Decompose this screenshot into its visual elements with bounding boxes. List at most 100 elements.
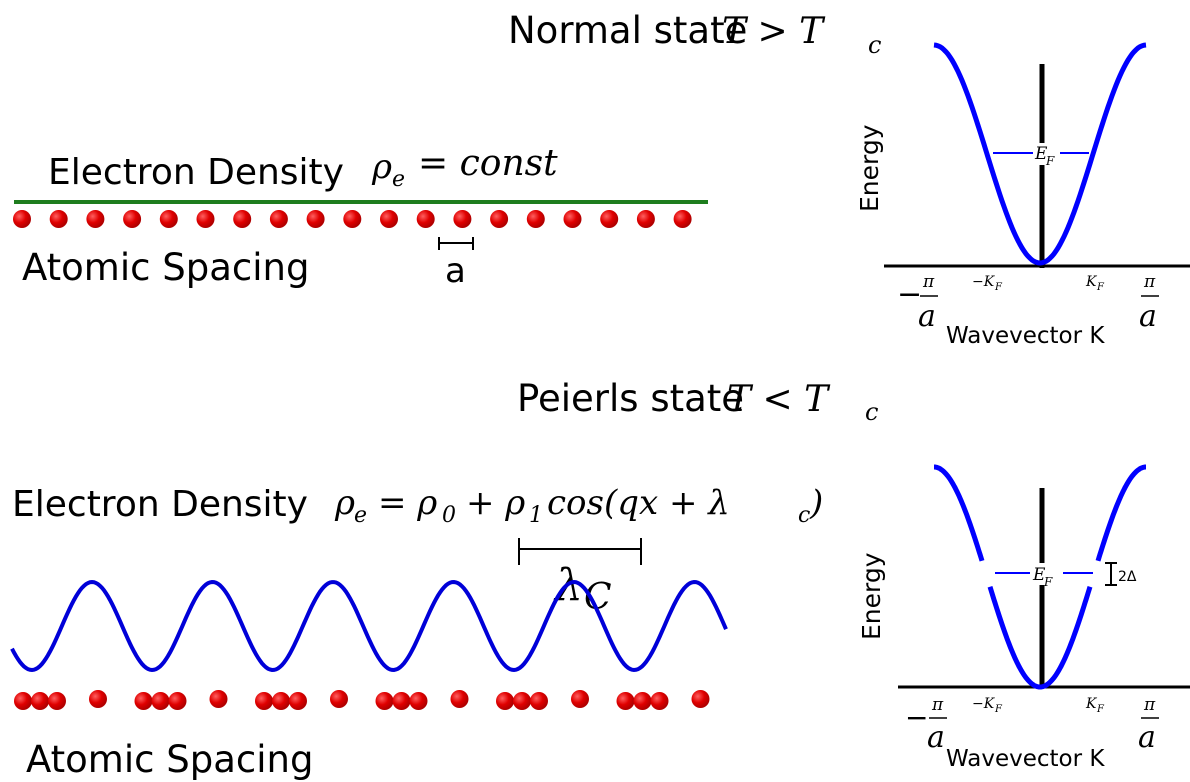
atom bbox=[513, 692, 531, 710]
lattice-spacing-a: a bbox=[445, 251, 466, 291]
atom bbox=[563, 210, 582, 228]
atom bbox=[616, 692, 635, 710]
normal-electron-density-label: Electron Density bbox=[48, 152, 344, 193]
peierls-state-condition: T < T bbox=[727, 379, 831, 420]
normal-fermi-label-sub: F bbox=[1045, 154, 1055, 168]
atom bbox=[496, 692, 514, 710]
normal-a-left: a bbox=[918, 299, 936, 334]
peierls-energy-label: Energy bbox=[857, 552, 886, 640]
peierls-state-condition-sub: c bbox=[865, 398, 878, 426]
peierls-pi-left: π bbox=[931, 695, 944, 715]
gap-bracket bbox=[1105, 562, 1117, 586]
formula-sub-c: c bbox=[798, 503, 810, 528]
formula-sub-1: 1 bbox=[529, 503, 543, 528]
normal-density-rho: ρ bbox=[371, 147, 392, 187]
atom bbox=[375, 692, 394, 710]
atom bbox=[453, 210, 472, 228]
peierls-kf-neg-sub: F bbox=[994, 704, 1003, 715]
atom bbox=[526, 210, 545, 228]
atom bbox=[168, 692, 187, 710]
formula-eq-rho0: = ρ bbox=[378, 483, 437, 523]
formula-cos: cos(qx + λ bbox=[547, 483, 730, 523]
atom bbox=[233, 210, 252, 228]
formula-sub-0: 0 bbox=[442, 503, 456, 528]
peierls-kf-pos: K bbox=[1085, 696, 1098, 712]
formula-sub-e: e bbox=[354, 503, 367, 528]
peierls-a-right: a bbox=[1138, 720, 1156, 755]
peierls-fermi-label-sub: F bbox=[1043, 575, 1053, 589]
atom bbox=[151, 692, 170, 710]
normal-energy-label: Energy bbox=[855, 124, 884, 212]
lattice-spacing-bracket bbox=[438, 237, 474, 250]
peierls-electron-density-label: Electron Density bbox=[12, 484, 308, 525]
peierls-kf-neg: −K bbox=[972, 696, 996, 712]
atom bbox=[571, 690, 589, 708]
atom bbox=[196, 210, 215, 228]
normal-kf-pos-sub: F bbox=[1096, 282, 1105, 293]
normal-state-label: Normal state bbox=[508, 9, 747, 52]
gap-label: 2Δ bbox=[1118, 569, 1137, 585]
normal-a-right: a bbox=[1139, 299, 1157, 334]
peierls-atomic-spacing-label: Atomic Spacing bbox=[26, 738, 313, 781]
peierls-atom-row bbox=[14, 690, 710, 710]
peierls-fermi-label-bg bbox=[1032, 563, 1060, 585]
normal-minus-sign: − bbox=[897, 277, 922, 312]
atom bbox=[409, 692, 428, 710]
atom bbox=[330, 690, 348, 708]
atom bbox=[49, 210, 68, 228]
normal-state-condition: T > T bbox=[722, 11, 826, 52]
atom bbox=[255, 692, 273, 710]
atom bbox=[14, 692, 32, 710]
normal-kf-pos: K bbox=[1085, 274, 1098, 290]
normal-kf-neg: −K bbox=[972, 274, 996, 290]
atom bbox=[48, 692, 66, 710]
formula-close-paren: ) bbox=[809, 483, 823, 523]
normal-pi-right: π bbox=[1143, 272, 1156, 292]
atom bbox=[392, 692, 411, 710]
normal-pi-left: π bbox=[922, 272, 935, 292]
charge-density-wave bbox=[10, 579, 728, 673]
formula-rho-e: ρ bbox=[334, 483, 355, 523]
peierls-pi-right: π bbox=[1143, 695, 1156, 715]
atom bbox=[209, 690, 228, 708]
atom bbox=[306, 210, 325, 228]
peierls-minus-sign: − bbox=[905, 701, 928, 734]
peierls-wavevector-label: Wavevector K bbox=[946, 746, 1105, 772]
peierls-state-section: Peierls state T < T c Electron Density ρ… bbox=[10, 377, 1190, 781]
peierls-upper-band bbox=[934, 464, 1146, 562]
peierls-state-label: Peierls state bbox=[517, 377, 744, 420]
atom bbox=[123, 210, 142, 228]
atom bbox=[289, 692, 307, 710]
atom bbox=[89, 690, 107, 708]
peierls-density-formula: ρ e = ρ 0 + ρ 1 cos(qx + λ c ) bbox=[334, 483, 823, 528]
atom bbox=[450, 690, 469, 708]
atom bbox=[31, 692, 49, 710]
atom bbox=[343, 210, 362, 228]
normal-band-curve bbox=[933, 42, 1147, 266]
atom bbox=[673, 210, 692, 228]
atom bbox=[650, 692, 669, 710]
atom bbox=[86, 210, 105, 228]
normal-band-diagram: E F Energy −K F K F − π a π a Wavevector… bbox=[855, 42, 1190, 349]
peierls-fermi-label: E bbox=[1032, 565, 1046, 585]
normal-density-rho-sub: e bbox=[392, 167, 405, 192]
formula-plus-rho1: + ρ bbox=[466, 483, 525, 523]
atom bbox=[13, 210, 31, 228]
atom bbox=[416, 210, 435, 228]
normal-wavevector-label: Wavevector K bbox=[946, 323, 1105, 349]
atom bbox=[134, 692, 153, 710]
normal-fermi-label-bg bbox=[1034, 143, 1060, 165]
atom bbox=[380, 210, 398, 228]
atom bbox=[269, 210, 288, 228]
atom bbox=[530, 692, 548, 710]
atom bbox=[272, 692, 290, 710]
normal-fermi-label: E bbox=[1034, 144, 1048, 164]
atom bbox=[636, 210, 655, 228]
cdw-wavelength-bracket bbox=[518, 538, 642, 565]
atom bbox=[600, 210, 619, 228]
atom bbox=[159, 210, 178, 228]
peierls-a-left: a bbox=[927, 720, 945, 755]
atom bbox=[633, 692, 652, 710]
normal-density-rhs: = const bbox=[418, 143, 558, 184]
